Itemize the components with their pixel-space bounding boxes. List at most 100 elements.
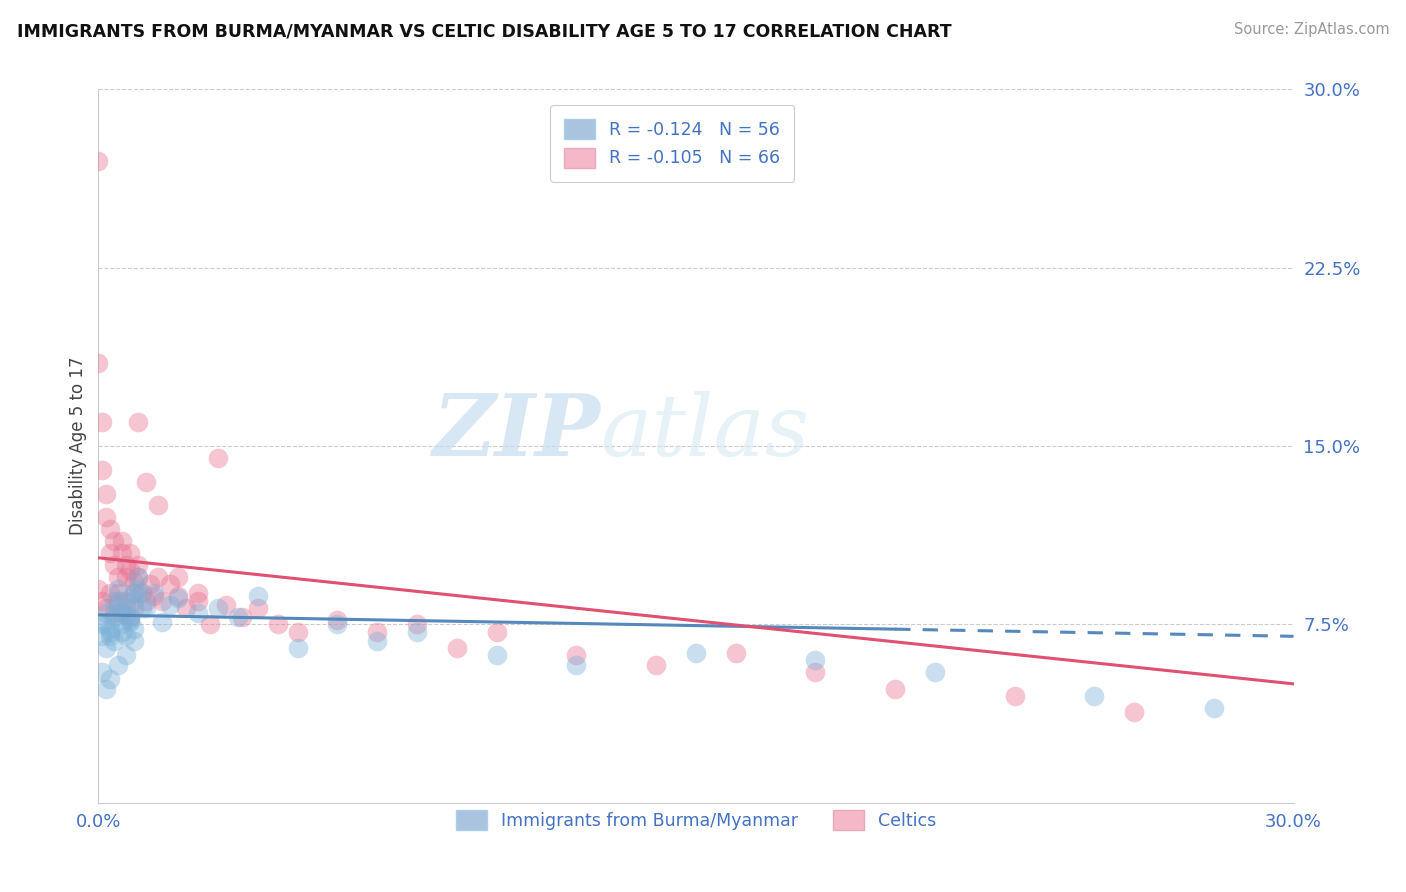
Point [96, 606, 118, 620]
Point [135, 600, 157, 615]
Point [124, 634, 146, 648]
Point [148, 499, 170, 513]
Point [124, 593, 146, 607]
Point [111, 546, 134, 560]
Point [645, 657, 668, 672]
Point [107, 570, 129, 584]
Point [804, 653, 827, 667]
Point [98, 546, 122, 560]
Point [215, 599, 238, 613]
Point [96, 617, 118, 632]
Point [103, 610, 125, 624]
Point [167, 591, 190, 606]
Y-axis label: Disability Age 5 to 17: Disability Age 5 to 17 [69, 357, 87, 535]
Point [96, 510, 118, 524]
Point [366, 634, 388, 648]
Point [150, 593, 173, 607]
Point [565, 648, 588, 663]
Point [143, 586, 166, 600]
Point [124, 586, 146, 600]
Point [1083, 689, 1105, 703]
Point [107, 582, 129, 596]
Point [287, 641, 309, 656]
Point [107, 599, 129, 613]
Point [111, 624, 134, 639]
Point [96, 641, 118, 656]
Point [98, 672, 122, 686]
Point [107, 593, 129, 607]
Point [120, 563, 142, 577]
Point [226, 610, 249, 624]
Point [366, 624, 388, 639]
Point [326, 617, 349, 632]
Legend: Immigrants from Burma/Myanmar, Celtics: Immigrants from Burma/Myanmar, Celtics [441, 797, 950, 844]
Point [207, 450, 229, 465]
Point [91, 617, 114, 632]
Point [187, 593, 209, 607]
Point [167, 570, 190, 584]
Point [135, 475, 157, 489]
Point [87, 153, 110, 168]
Point [150, 615, 173, 629]
Point [120, 613, 142, 627]
Point [98, 622, 122, 636]
Point [131, 600, 153, 615]
Point [115, 558, 138, 572]
Point [174, 600, 197, 615]
Text: ZIP: ZIP [433, 390, 600, 474]
Point [103, 534, 125, 549]
Point [1123, 706, 1146, 720]
Point [91, 593, 114, 607]
Point [115, 570, 138, 584]
Point [107, 586, 129, 600]
Point [107, 657, 129, 672]
Point [565, 657, 588, 672]
Point [187, 586, 209, 600]
Point [1202, 700, 1225, 714]
Point [231, 610, 253, 624]
Point [111, 617, 134, 632]
Point [98, 624, 122, 639]
Point [91, 415, 114, 429]
Point [111, 593, 134, 607]
Point [267, 617, 290, 632]
Point [98, 586, 122, 600]
Point [120, 610, 142, 624]
Point [103, 558, 125, 572]
Point [127, 415, 149, 429]
Point [115, 629, 138, 643]
Point [115, 593, 138, 607]
Point [98, 629, 122, 643]
Point [87, 356, 110, 370]
Point [446, 641, 468, 656]
Point [124, 574, 146, 589]
Point [159, 577, 181, 591]
Point [143, 589, 166, 603]
Point [485, 648, 508, 663]
Point [406, 624, 429, 639]
Point [120, 546, 142, 560]
Point [91, 463, 114, 477]
Point [107, 606, 129, 620]
Point [124, 622, 146, 636]
Point [1004, 689, 1026, 703]
Point [148, 570, 170, 584]
Point [124, 600, 146, 615]
Point [127, 558, 149, 572]
Point [207, 600, 229, 615]
Text: atlas: atlas [600, 391, 810, 473]
Point [127, 570, 149, 584]
Point [111, 534, 134, 549]
Point [485, 624, 508, 639]
Point [115, 607, 138, 622]
Point [198, 617, 221, 632]
Text: IMMIGRANTS FROM BURMA/MYANMAR VS CELTIC DISABILITY AGE 5 TO 17 CORRELATION CHART: IMMIGRANTS FROM BURMA/MYANMAR VS CELTIC … [17, 22, 952, 40]
Point [96, 600, 118, 615]
Text: Source: ZipAtlas.com: Source: ZipAtlas.com [1233, 22, 1389, 37]
Point [103, 593, 125, 607]
Point [87, 582, 110, 596]
Point [187, 606, 209, 620]
Point [124, 586, 146, 600]
Point [804, 665, 827, 679]
Point [246, 600, 269, 615]
